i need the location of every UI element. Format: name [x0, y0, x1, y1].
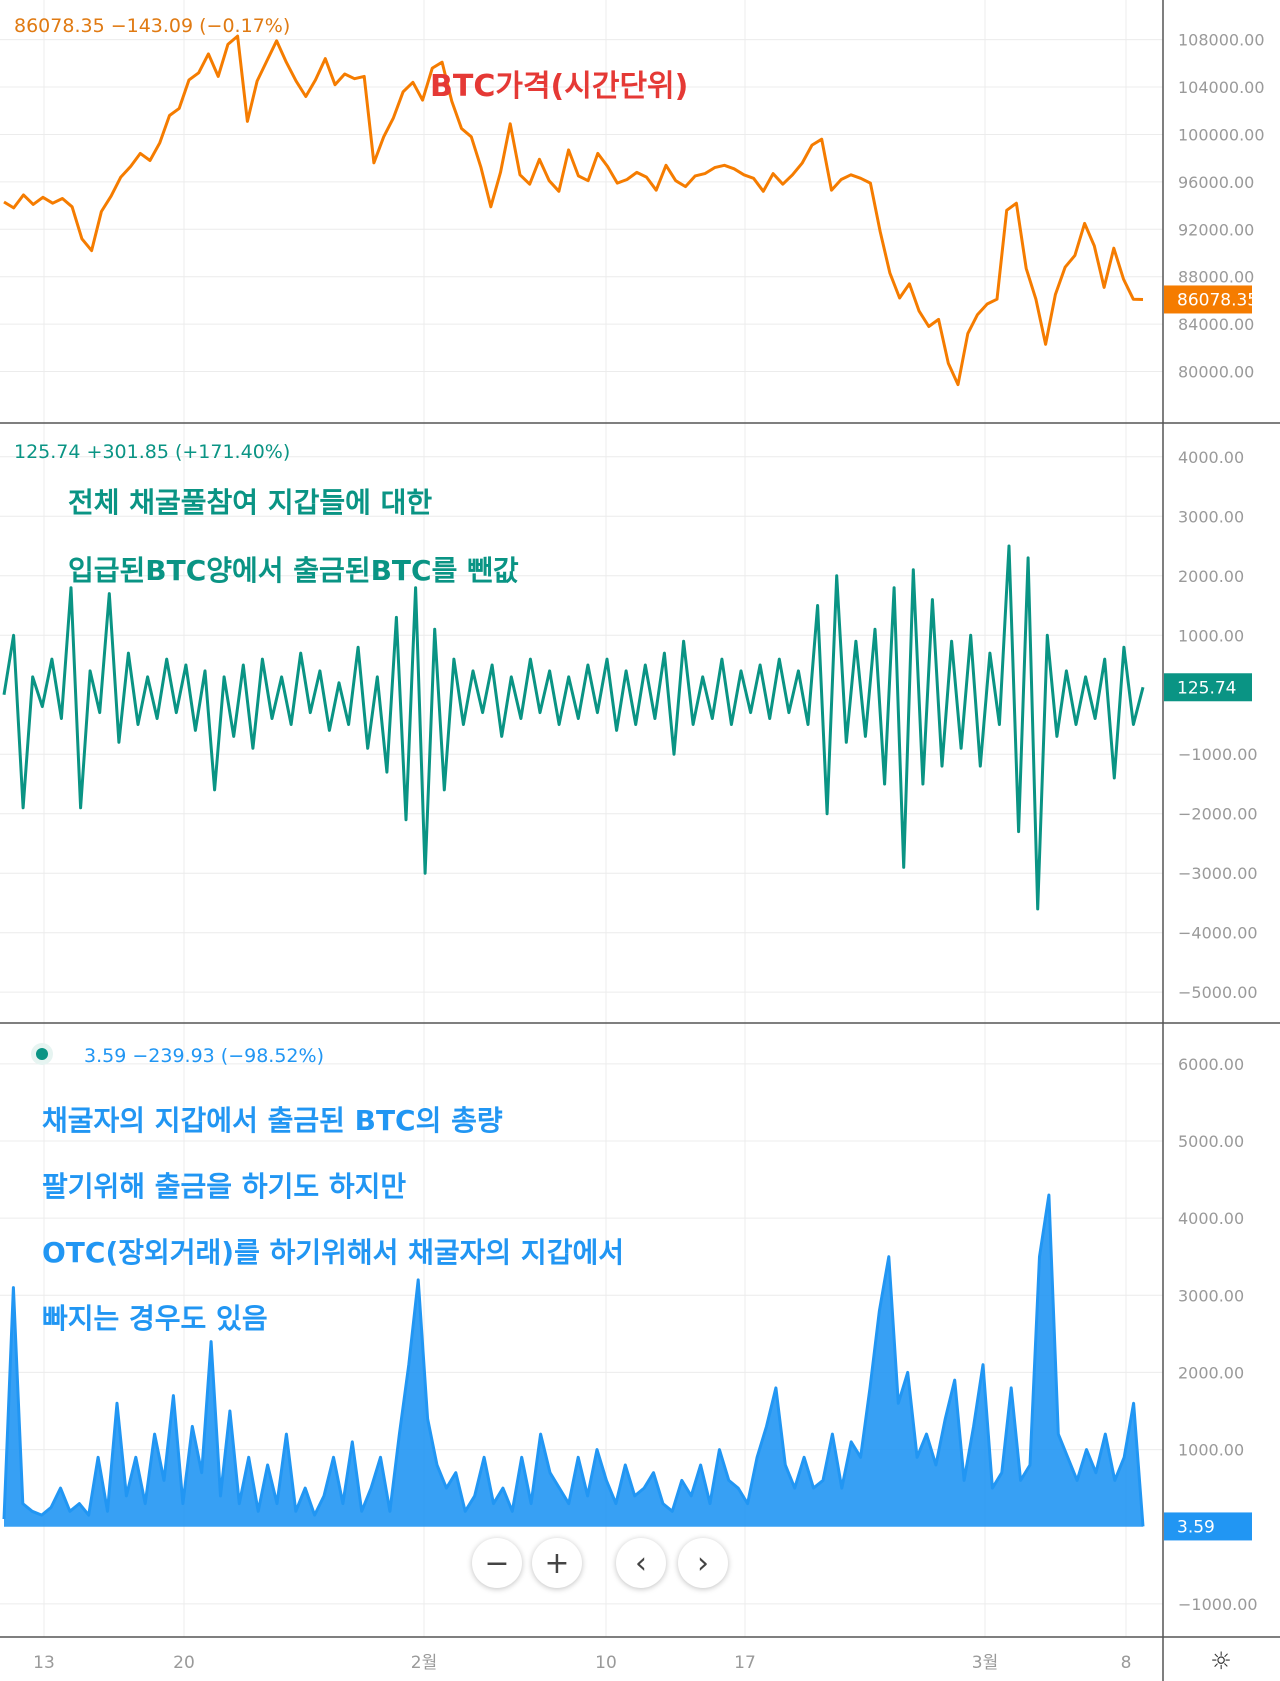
series-line — [2, 544, 1145, 911]
y-tick-label: 2000.00 — [1178, 567, 1244, 586]
annotation: 전체 채굴풀참여 지갑들에 대한 — [68, 486, 432, 519]
last-value-label: 3.59 — [1177, 1517, 1215, 1537]
y-tick-label: 80000.00 — [1178, 363, 1254, 382]
y-tick-label: 3000.00 — [1178, 1286, 1244, 1305]
last-value-badge — [1164, 1512, 1252, 1541]
y-tick-label: 96000.00 — [1178, 173, 1254, 192]
grid — [0, 0, 1163, 1637]
y-tick-label: −1000.00 — [1178, 745, 1258, 764]
annotation: BTC가격(시간단위) — [430, 69, 688, 104]
x-tick-label: 3월 — [972, 1653, 998, 1673]
last-value-label: 86078.35 — [1177, 290, 1258, 310]
y-tick-label: −1000.00 — [1178, 1595, 1258, 1614]
y-tick-label: 4000.00 — [1178, 448, 1244, 467]
panel-header: 125.74 +301.85 (+171.40%) — [14, 441, 290, 463]
annotation: 채굴자의 지갑에서 출금된 BTC의 총량 — [42, 1104, 503, 1137]
y-tick-label: 104000.00 — [1178, 78, 1265, 97]
x-tick-label: 8 — [1121, 1653, 1132, 1673]
y-tick-label: 108000.00 — [1178, 31, 1265, 50]
y-tick-label: 88000.00 — [1178, 268, 1254, 287]
x-tick-label: 10 — [595, 1653, 617, 1673]
last-value-badge — [1164, 285, 1252, 314]
annotation: 빠지는 경우도 있음 — [42, 1302, 268, 1335]
chevron-right-icon: › — [697, 1545, 709, 1581]
y-tick-label: −2000.00 — [1178, 805, 1258, 824]
settings-gear-icon[interactable]: ☼ — [1210, 1647, 1232, 1675]
series-line — [3, 34, 1144, 387]
zoom-out-button[interactable]: − — [472, 1538, 522, 1588]
series-area — [4, 1195, 1143, 1527]
y-tick-label: −3000.00 — [1178, 864, 1258, 883]
last-value-label: 125.74 — [1177, 678, 1236, 698]
y-tick-label: 1000.00 — [1178, 1441, 1244, 1460]
scroll-right-button[interactable]: › — [678, 1538, 728, 1588]
x-tick-label: 17 — [734, 1653, 756, 1673]
y-tick-label: 5000.00 — [1178, 1132, 1244, 1151]
y-tick-label: 84000.00 — [1178, 315, 1254, 334]
panel-header: 3.59 −239.93 (−98.52%) — [84, 1045, 324, 1067]
x-tick-label: 2월 — [411, 1653, 437, 1673]
annotation: OTC(장외거래)를 하기위해서 채굴자의 지갑에서 — [42, 1236, 624, 1269]
y-tick-label: 3000.00 — [1178, 507, 1244, 526]
plus-icon: + — [544, 1545, 570, 1581]
y-tick-label: −4000.00 — [1178, 924, 1258, 943]
labels: 108000.00104000.00100000.0096000.0092000… — [14, 15, 1265, 1673]
chevron-left-icon: ‹ — [635, 1545, 647, 1581]
last-value-badge — [1164, 673, 1252, 702]
zoom-in-button[interactable]: + — [532, 1538, 582, 1588]
y-tick-label: 100000.00 — [1178, 125, 1265, 144]
y-tick-label: 1000.00 — [1178, 626, 1244, 645]
minus-icon: − — [484, 1545, 510, 1581]
y-tick-label: 92000.00 — [1178, 220, 1254, 239]
y-tick-label: 4000.00 — [1178, 1209, 1244, 1228]
panel-header: 86078.35 −143.09 (−0.17%) — [14, 15, 290, 37]
y-tick-label: 2000.00 — [1178, 1363, 1244, 1382]
x-tick-label: 13 — [33, 1653, 55, 1673]
y-tick-label: −5000.00 — [1178, 983, 1258, 1002]
series-line — [2, 1193, 1145, 1527]
plot-area — [2, 34, 1145, 1527]
legend-dot-icon — [36, 1048, 48, 1060]
annotation: 팔기위해 출금을 하기도 하지만 — [42, 1170, 406, 1203]
scroll-left-button[interactable]: ‹ — [616, 1538, 666, 1588]
annotation: 입급된BTC양에서 출금된BTC를 뺀값 — [68, 554, 519, 587]
x-tick-label: 20 — [173, 1653, 195, 1673]
y-tick-label: 6000.00 — [1178, 1055, 1244, 1074]
